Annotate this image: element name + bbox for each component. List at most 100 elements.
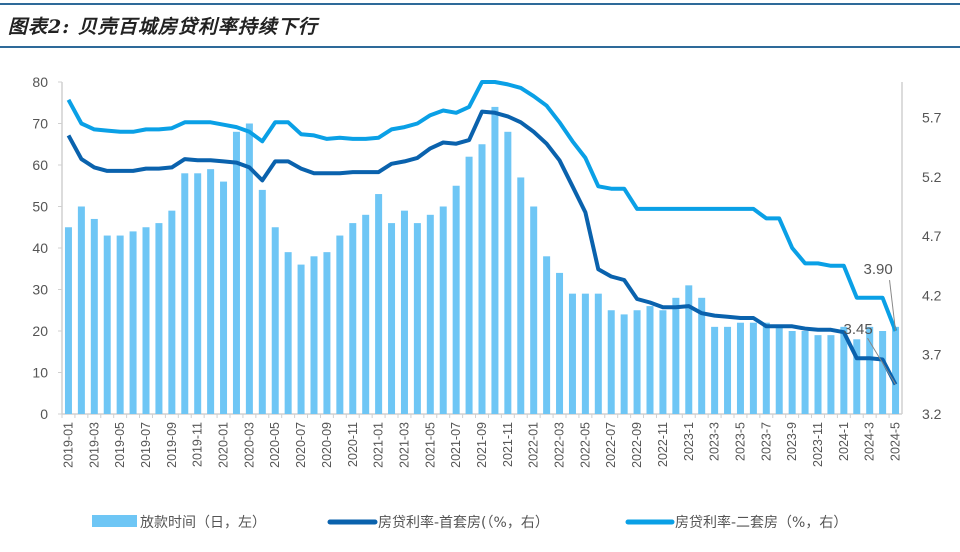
bar-2022-12 — [672, 297, 680, 414]
x-tick-label: 2019-01 — [61, 422, 75, 468]
x-tick-label: 2022-03 — [553, 422, 567, 468]
x-tick-label: 2023-7 — [759, 422, 773, 461]
x-tick-label: 2021-05 — [423, 422, 437, 468]
x-tick-label: 2020-05 — [268, 422, 282, 468]
bar-2021-05 — [426, 214, 434, 414]
bar-2023-11 — [814, 335, 822, 414]
bar-2019-08 — [155, 223, 163, 414]
bar-2022-03 — [556, 272, 564, 414]
left-tick-label: 20 — [32, 323, 48, 339]
annotation-leader-3.45 — [867, 337, 896, 385]
bar-2019-10 — [181, 173, 189, 414]
x-tick-label: 2022-09 — [630, 422, 644, 468]
bar-2019-04 — [103, 235, 111, 414]
bar-2023-8 — [775, 326, 783, 414]
legend-label: 房贷利率-首套房(（%，右） — [378, 514, 549, 531]
x-tick-label: 2020-07 — [294, 422, 308, 468]
bar-2019-01 — [64, 227, 72, 414]
bar-2023-3 — [711, 326, 719, 414]
title-bottom-rule — [0, 46, 960, 48]
bar-2021-02 — [388, 223, 396, 414]
x-tick-label: 2019-07 — [139, 422, 153, 468]
right-tick-label: 3.7 — [922, 347, 942, 363]
x-tick-label: 2022-05 — [578, 422, 592, 468]
bar-2022-10 — [646, 306, 654, 414]
bar-2024-5 — [892, 326, 900, 414]
bar-2022-01 — [530, 206, 538, 414]
bar-2019-12 — [207, 169, 215, 414]
bar-2021-12 — [517, 177, 525, 414]
bar-2021-04 — [413, 223, 421, 414]
annotation-label: 3.45 — [844, 321, 873, 338]
bar-2023-10 — [801, 331, 809, 414]
x-tick-label: 2024-5 — [889, 422, 903, 461]
bar-2019-06 — [129, 231, 137, 414]
x-tick-label: 2020-11 — [346, 422, 360, 467]
bar-2021-10 — [491, 106, 499, 415]
x-tick-label: 2023-1 — [682, 422, 696, 461]
x-tick-label: 2023-9 — [785, 422, 799, 461]
right-tick-label: 5.7 — [922, 110, 942, 126]
bar-2019-09 — [168, 210, 176, 414]
x-tick-label: 2021-07 — [449, 422, 463, 468]
x-tick-label: 2021-09 — [475, 422, 489, 468]
left-tick-label: 10 — [32, 365, 48, 381]
right-tick-label: 4.2 — [922, 287, 942, 303]
title-top-rule — [0, 3, 960, 5]
right-tick-label: 5.2 — [922, 169, 942, 185]
annotation-leader-3.90 — [889, 279, 897, 332]
bar-2020-02 — [232, 131, 240, 415]
bar-2020-01 — [220, 181, 228, 414]
figure-title: 图表2: 贝壳百城房贷利率持续下行 — [8, 16, 318, 38]
bar-2023-1 — [685, 285, 693, 414]
x-tick-label: 2019-03 — [87, 422, 101, 468]
x-tick-label: 2020-01 — [217, 422, 231, 468]
x-tick-label: 2021-11 — [501, 422, 515, 467]
bar-2022-05 — [581, 293, 589, 414]
bar-2022-07 — [607, 310, 615, 414]
bar-2022-04 — [568, 293, 576, 414]
bar-2020-09 — [323, 252, 331, 414]
x-tick-label: 2020-03 — [242, 422, 256, 468]
bar-2019-11 — [194, 173, 202, 414]
x-tick-label: 2019-11 — [191, 422, 205, 467]
bar-2021-11 — [504, 131, 512, 415]
bar-2022-11 — [659, 310, 667, 414]
bar-2020-05 — [271, 227, 279, 414]
bar-2023-6 — [749, 322, 757, 414]
bar-2020-10 — [336, 235, 344, 414]
bar-2021-06 — [439, 206, 447, 414]
x-tick-label: 2019-09 — [165, 422, 179, 468]
left-tick-label: 60 — [32, 157, 48, 173]
x-tick-label: 2020-09 — [320, 422, 334, 468]
bar-2024-4 — [879, 331, 887, 414]
bar-2023-5 — [736, 322, 744, 414]
legend-label: 房贷利率-二套房（%，右） — [675, 514, 847, 531]
bar-2020-03 — [245, 123, 253, 414]
x-tick-label: 2021-01 — [372, 422, 386, 468]
x-tick-label: 2021-03 — [397, 422, 411, 468]
x-tick-label: 2022-11 — [656, 422, 670, 467]
x-tick-label: 2022-07 — [604, 422, 618, 468]
bar-2020-11 — [349, 223, 357, 414]
bar-2022-09 — [633, 310, 641, 414]
x-tick-label: 2024-3 — [863, 422, 877, 461]
legend-label: 放款时间（日，左） — [140, 515, 266, 531]
bar-2022-02 — [543, 256, 551, 414]
x-tick-label: 2022-01 — [527, 422, 541, 468]
bar-2023-4 — [724, 326, 732, 414]
bar-2021-03 — [400, 210, 408, 414]
bar-2024-2 — [853, 339, 861, 414]
right-tick-label: 3.2 — [922, 406, 942, 422]
left-tick-label: 0 — [40, 406, 48, 422]
bar-2022-08 — [620, 314, 628, 414]
bar-2021-09 — [478, 144, 486, 414]
left-tick-label: 30 — [32, 282, 48, 298]
legend-swatch-bar — [92, 515, 137, 527]
bar-2020-06 — [284, 252, 292, 414]
x-tick-label: 2023-11 — [811, 422, 825, 467]
bar-2022-06 — [594, 293, 602, 414]
bar-2020-12 — [362, 214, 370, 414]
